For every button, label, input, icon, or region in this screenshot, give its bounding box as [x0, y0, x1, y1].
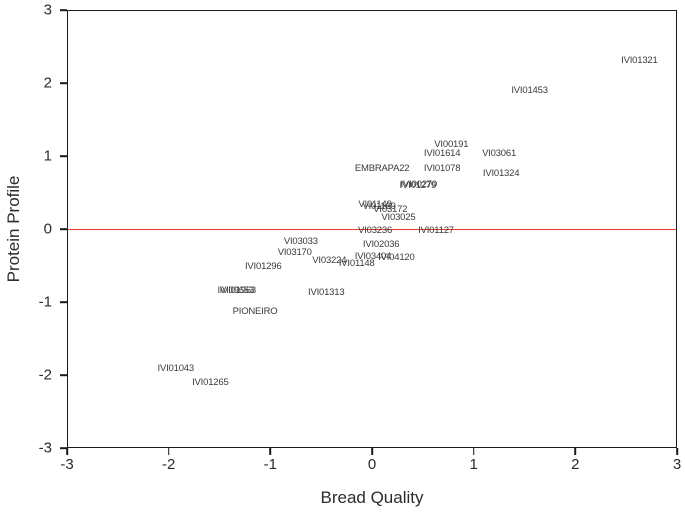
y-axis-tick-label: -2: [38, 366, 52, 384]
point-label-ivi01963: IVI01963: [219, 285, 257, 297]
x-axis-tick: [269, 448, 272, 455]
y-axis-title: Protein Profile: [4, 175, 23, 283]
y-axis-tick-label: 1: [43, 147, 52, 165]
point-label-ivi01296: IVI01296: [244, 261, 282, 273]
x-axis-tick-label: -3: [60, 456, 74, 473]
x-axis-tick: [676, 448, 678, 455]
point-label-ivi01614: IVI01614: [423, 148, 461, 160]
x-axis-tick: [371, 448, 373, 455]
y-axis-tick: [60, 374, 67, 376]
point-label-vi03170: VI03170: [277, 246, 312, 258]
point-label-vi03061: VI03061: [482, 148, 517, 160]
y-axis-tick: [60, 447, 67, 449]
y-axis-tick: [60, 155, 67, 157]
point-label-vi03172: VI03172: [373, 203, 408, 215]
point-label-vi01149: VI01149: [358, 199, 392, 211]
point-label-embrapa22: EMBRAPA22: [354, 162, 410, 174]
y-axis-tick: [60, 9, 67, 11]
x-axis-tick: [472, 448, 475, 455]
point-label-ivi01313: IVI01313: [308, 286, 345, 298]
x-axis-tick-label: 1: [469, 456, 478, 473]
point-label-ivi04120: IVI04120: [378, 251, 415, 263]
x-axis-tick-label: -2: [161, 456, 176, 473]
point-label-vi03025: VI03025: [381, 211, 416, 223]
y-axis-tick-label: 2: [43, 74, 52, 92]
x-axis-tick: [167, 448, 170, 455]
point-label-ivi01453: IVI01453: [511, 85, 548, 97]
y-axis-tick-label: 3: [43, 1, 52, 19]
point-label-vi00191: VI00191: [434, 138, 469, 150]
zero-reference-line: [68, 229, 676, 231]
point-label-pioneiro: PIONEIRO: [232, 305, 278, 317]
point-label-ivi01043: IVI01043: [157, 362, 195, 374]
point-label-vi03033: VI03033: [283, 236, 318, 248]
point-label-ivi01324: IVI01324: [482, 167, 520, 179]
point-label-vi03236: VI03236: [358, 224, 393, 236]
y-axis-tick-label: 0: [43, 220, 52, 238]
point-label-ivi01148: IVI01148: [338, 258, 375, 270]
point-label-ivi09653: IVI09653: [217, 285, 255, 297]
point-label-ivi01265: IVI01265: [192, 376, 229, 388]
x-axis-tick-label: -1: [263, 456, 277, 473]
point-label-ivi01127: IVI01127: [418, 224, 454, 236]
point-label-ivi01321: IVI01321: [621, 54, 658, 66]
x-axis-title: Bread Quality: [320, 488, 424, 507]
point-label-ivi03404: IVI03404: [354, 251, 392, 262]
x-axis-tick-label: 3: [672, 456, 682, 473]
point-label-ivi02036: IVI02036: [362, 239, 400, 251]
y-axis-tick: [60, 228, 67, 230]
y-axis-tick-label: -3: [38, 439, 52, 457]
x-axis-tick: [574, 448, 577, 455]
y-axis-tick: [60, 82, 67, 84]
point-label-vi03224: VI03224: [312, 254, 347, 266]
x-axis-tick: [66, 448, 68, 455]
y-axis-tick: [60, 301, 67, 303]
point-label-ivi01279: IVI01279: [399, 180, 437, 192]
x-axis-tick-label: 2: [571, 456, 580, 473]
point-label-vi01169: VI01169: [362, 200, 396, 212]
plot-area: IVI01321 IVI01453 VI00191 IVI01614 VI03061 EM…: [67, 10, 677, 448]
point-label-ivi00270: IVI00270: [400, 179, 438, 191]
y-axis-tick-label: -1: [38, 293, 52, 311]
point-label-ivi01078: IVI01078: [423, 162, 461, 174]
x-axis-tick-label: 0: [367, 456, 377, 473]
